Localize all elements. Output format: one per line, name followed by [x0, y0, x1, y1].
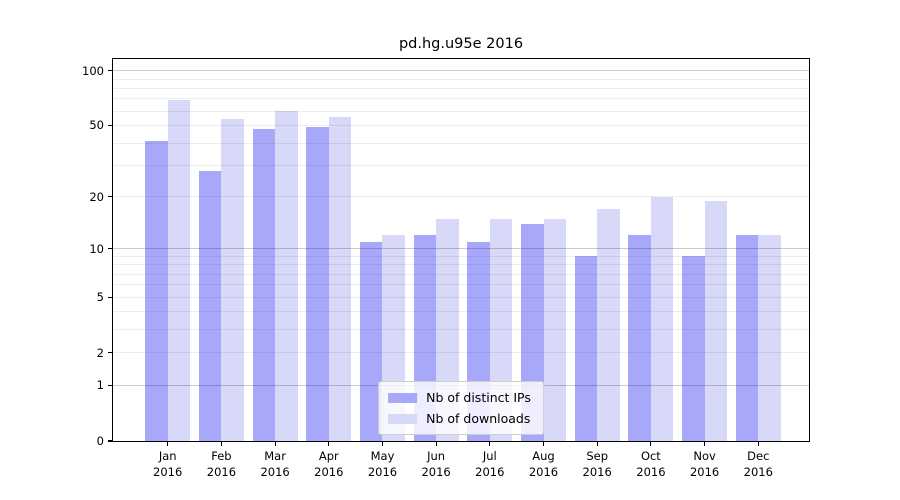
gridline-3: [113, 329, 809, 331]
gridline-30: [113, 164, 809, 166]
bar-mar-distinct-ips: [252, 128, 276, 441]
x-tick-mark-mar: [274, 442, 276, 446]
legend-swatch-distinct-ips-icon: [388, 392, 418, 403]
x-tick-mark-nov: [704, 442, 706, 446]
gridline-7: [113, 273, 809, 275]
gridline-9: [113, 255, 809, 257]
gridline-5: [113, 296, 809, 298]
chart-title: pd.hg.u95e 2016: [398, 36, 524, 52]
y-tick-label-5: 5: [96, 290, 104, 305]
y-tick-mark-5: [108, 296, 113, 298]
bar-aug-downloads: [543, 218, 567, 441]
y-tick-label-50: 50: [89, 118, 104, 133]
gridline-80: [113, 87, 809, 89]
y-axis: 0 1 2 5 10 20 50 100: [0, 59, 113, 448]
bars-layer: [113, 59, 809, 441]
x-tick-label-jul: Jul 2016: [475, 449, 505, 479]
x-tick-label-mar: Mar 2016: [260, 449, 290, 479]
x-tick-label-aug: Aug 2016: [528, 449, 559, 479]
x-tick-mark-jul: [489, 442, 491, 446]
legend-row-distinct-ips: Nb of distinct IPs: [388, 387, 531, 408]
x-tick-label-dec: Dec 2016: [743, 449, 773, 479]
bar-sep-distinct-ips: [574, 256, 598, 441]
bar-oct-downloads: [650, 196, 674, 441]
y-tick-mark-1: [108, 384, 113, 386]
x-tick-mark-dec: [757, 442, 759, 446]
y-tick-mark-2: [108, 352, 113, 354]
y-tick-label-2: 2: [96, 345, 104, 360]
x-tick-mark-apr: [328, 442, 330, 446]
bar-feb-downloads: [221, 119, 244, 441]
bar-may-distinct-ips: [359, 241, 383, 441]
bar-dec-downloads: [758, 235, 781, 441]
bar-oct-distinct-ips: [628, 235, 651, 441]
x-tick-label-may: May 2016: [367, 449, 398, 479]
legend-row-downloads: Nb of downloads: [388, 408, 531, 429]
gridline-20: [113, 196, 809, 198]
legend-label-downloads: Nb of downloads: [426, 411, 531, 426]
x-tick-label-apr: Apr 2016: [314, 449, 344, 479]
legend-swatch-downloads-icon: [388, 413, 418, 424]
bar-mar-downloads: [275, 111, 298, 441]
bar-jan-downloads: [167, 100, 191, 441]
bar-apr-distinct-ips: [306, 127, 329, 441]
legend: Nb of distinct IPs Nb of downloads: [378, 381, 544, 435]
gridline-40: [113, 142, 809, 144]
y-tick-label-0: 0: [96, 434, 104, 448]
x-tick-label-nov: Nov 2016: [689, 449, 720, 479]
x-tick-label-oct: Oct 2016: [636, 449, 666, 479]
bar-sep-downloads: [597, 209, 620, 441]
gridline-70: [113, 98, 809, 100]
x-tick-label-sep: Sep 2016: [582, 449, 612, 479]
y-tick-label-1: 1: [96, 378, 104, 393]
gridline-2: [113, 352, 809, 354]
x-tick-mark-feb: [220, 442, 222, 446]
y-tick-label-20: 20: [89, 189, 104, 204]
x-tick-label-feb: Feb 2016: [206, 449, 237, 479]
x-tick-label-jan: Jan 2016: [153, 449, 183, 479]
y-tick-mark-100: [108, 70, 113, 72]
gridline-8: [113, 264, 809, 266]
gridline-6: [113, 284, 809, 286]
x-axis: Jan 2016 Feb 2016 Mar 2016 Apr 2016 May 2016 Jun 20…: [113, 442, 809, 492]
x-tick-mark-jan: [167, 442, 169, 446]
gridline-4: [113, 311, 809, 313]
x-tick-mark-oct: [650, 442, 652, 446]
y-tick-mark-0: [108, 440, 113, 442]
plot-area: Nb of distinct IPs Nb of downloads: [112, 58, 810, 442]
bar-apr-downloads: [328, 116, 352, 441]
bar-feb-distinct-ips: [198, 170, 222, 441]
x-tick-mark-may: [381, 442, 384, 446]
x-tick-mark-sep: [596, 442, 598, 446]
bar-jan-distinct-ips: [145, 141, 168, 441]
x-tick-mark-aug: [542, 442, 545, 446]
y-tick-label-10: 10: [89, 241, 104, 256]
y-tick-mark-20: [108, 196, 113, 198]
gridline-100: [113, 70, 809, 72]
bar-nov-downloads: [704, 200, 728, 441]
gridline-90: [113, 78, 809, 80]
gridline-50: [113, 124, 809, 126]
bar-dec-distinct-ips: [735, 235, 759, 441]
y-tick-mark-10: [108, 248, 113, 250]
gridline-10: [113, 248, 809, 250]
y-tick-mark-50: [108, 124, 113, 126]
x-tick-mark-jun: [435, 442, 437, 446]
y-tick-label-100: 100: [82, 63, 104, 78]
y-axis-tick-marks: [108, 59, 113, 442]
gridline-60: [113, 110, 809, 112]
bar-nov-distinct-ips: [682, 256, 705, 441]
legend-label-distinct-ips: Nb of distinct IPs: [426, 390, 531, 405]
x-tick-label-jun: Jun 2016: [421, 449, 451, 479]
